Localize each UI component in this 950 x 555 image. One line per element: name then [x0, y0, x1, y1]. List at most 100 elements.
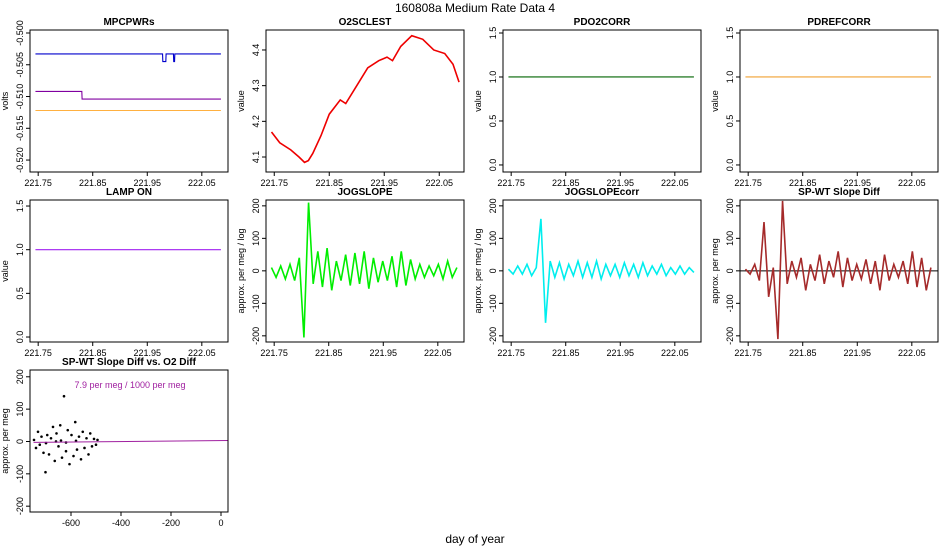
point	[45, 433, 49, 437]
y-tick-label: -200	[725, 327, 735, 345]
x-tick-label: 221.95	[607, 178, 635, 188]
x-tick-label: 221.75	[24, 178, 52, 188]
point	[70, 433, 73, 437]
y-tick-label: 200	[251, 198, 261, 213]
point	[79, 457, 83, 461]
point	[72, 454, 75, 458]
series-line	[270, 202, 458, 338]
x-tick-label: 221.95	[607, 348, 635, 358]
point	[58, 424, 62, 427]
point	[90, 445, 94, 448]
x-tick-label: 222.05	[661, 348, 689, 358]
y-tick-label: -100	[15, 465, 25, 483]
point	[96, 438, 99, 442]
plot-frame	[739, 29, 939, 173]
y-tick-label: 1.0	[725, 71, 735, 84]
y-tick-label: 1.5	[15, 200, 25, 213]
y-tick-label: 1.0	[15, 243, 25, 256]
y-tick-label: 200	[15, 369, 25, 384]
x-tick-label: 222.05	[188, 348, 216, 358]
point	[57, 445, 60, 448]
y-tick-label: -0.510	[15, 84, 25, 110]
x-tick-label: 221.85	[79, 348, 107, 358]
point	[36, 430, 40, 434]
y-tick-label: 0.0	[15, 331, 25, 344]
x-tick-label: 221.95	[844, 348, 872, 358]
point	[44, 470, 47, 474]
point	[81, 430, 85, 434]
y-axis-label: approx. per meg	[0, 408, 10, 474]
annotation: 7.9 per meg / 1000 per meg	[74, 380, 185, 390]
x-tick-label: 221.75	[497, 178, 525, 188]
panel-title: JOGSLOPE	[337, 187, 392, 198]
x-tick-label: -600	[62, 518, 80, 528]
y-tick-label: 0.5	[488, 115, 498, 128]
x-tick-label: 222.05	[898, 178, 926, 188]
y-tick-label: -0.520	[15, 147, 25, 173]
x-tick-label: 222.05	[188, 178, 216, 188]
point	[66, 428, 70, 432]
y-tick-label: -0.505	[15, 52, 25, 78]
fit-line	[33, 439, 228, 443]
y-tick-label: 1.0	[488, 71, 498, 84]
point	[62, 394, 66, 398]
y-tick-label: 0	[251, 268, 261, 273]
point	[88, 432, 92, 435]
y-axis-label: value	[0, 260, 10, 282]
y-tick-label: 4.4	[251, 44, 261, 57]
point	[64, 449, 68, 453]
y-tick-label: 100	[251, 231, 261, 246]
panel-title: SP-WT Slope Diff vs. O2 Diff	[62, 357, 197, 368]
plot-frame	[739, 199, 939, 343]
x-tick-label: -400	[112, 518, 130, 528]
y-axis-label: volts	[0, 91, 10, 110]
point	[68, 462, 71, 466]
x-tick-label: 221.95	[370, 348, 398, 358]
point	[94, 443, 98, 447]
y-tick-label: 4.3	[251, 79, 261, 92]
x-tick-label: 0	[218, 518, 223, 528]
point	[53, 459, 57, 463]
panel-title: JOGSLOPEcorr	[565, 187, 640, 198]
y-tick-label: -100	[251, 294, 261, 312]
point	[83, 446, 86, 450]
point	[60, 456, 64, 459]
x-tick-label: 221.75	[260, 348, 288, 358]
plot-frame	[29, 369, 229, 513]
y-tick-label: 100	[725, 231, 735, 246]
y-axis-label: approx. per meg / log	[473, 228, 483, 313]
x-tick-label: 221.85	[789, 178, 817, 188]
x-tick-label: 221.75	[497, 348, 525, 358]
x-tick-label: 221.85	[79, 178, 107, 188]
y-tick-label: 0	[15, 439, 25, 444]
y-tick-label: -200	[15, 497, 25, 515]
x-tick-label: 221.95	[134, 178, 162, 188]
x-tick-label: 221.85	[789, 348, 817, 358]
y-axis-label: approx. per meg	[710, 238, 720, 304]
plot-frame	[265, 199, 465, 343]
x-tick-label: 221.75	[24, 348, 52, 358]
x-axis-label: day of year	[445, 532, 504, 546]
y-axis-label: value	[473, 90, 483, 112]
point	[38, 443, 42, 447]
point	[42, 451, 45, 455]
panel-title: PDO2CORR	[574, 17, 631, 28]
point	[32, 438, 36, 442]
x-tick-label: 221.75	[734, 348, 762, 358]
y-tick-label: 0	[488, 268, 498, 273]
x-tick-label: 221.95	[844, 178, 872, 188]
x-tick-label: 221.95	[370, 178, 398, 188]
point	[85, 436, 88, 440]
panel-title: MPCPWRs	[103, 17, 155, 28]
plot-frame	[265, 29, 465, 173]
y-tick-label: 0.0	[725, 159, 735, 172]
series-line	[35, 53, 221, 63]
y-tick-label: 4.2	[251, 115, 261, 128]
x-tick-label: 221.75	[734, 178, 762, 188]
y-tick-label: -0.500	[15, 20, 25, 46]
point	[59, 439, 63, 442]
panel-title: O2SCLEST	[339, 17, 392, 28]
y-tick-label: 4.1	[251, 151, 261, 164]
